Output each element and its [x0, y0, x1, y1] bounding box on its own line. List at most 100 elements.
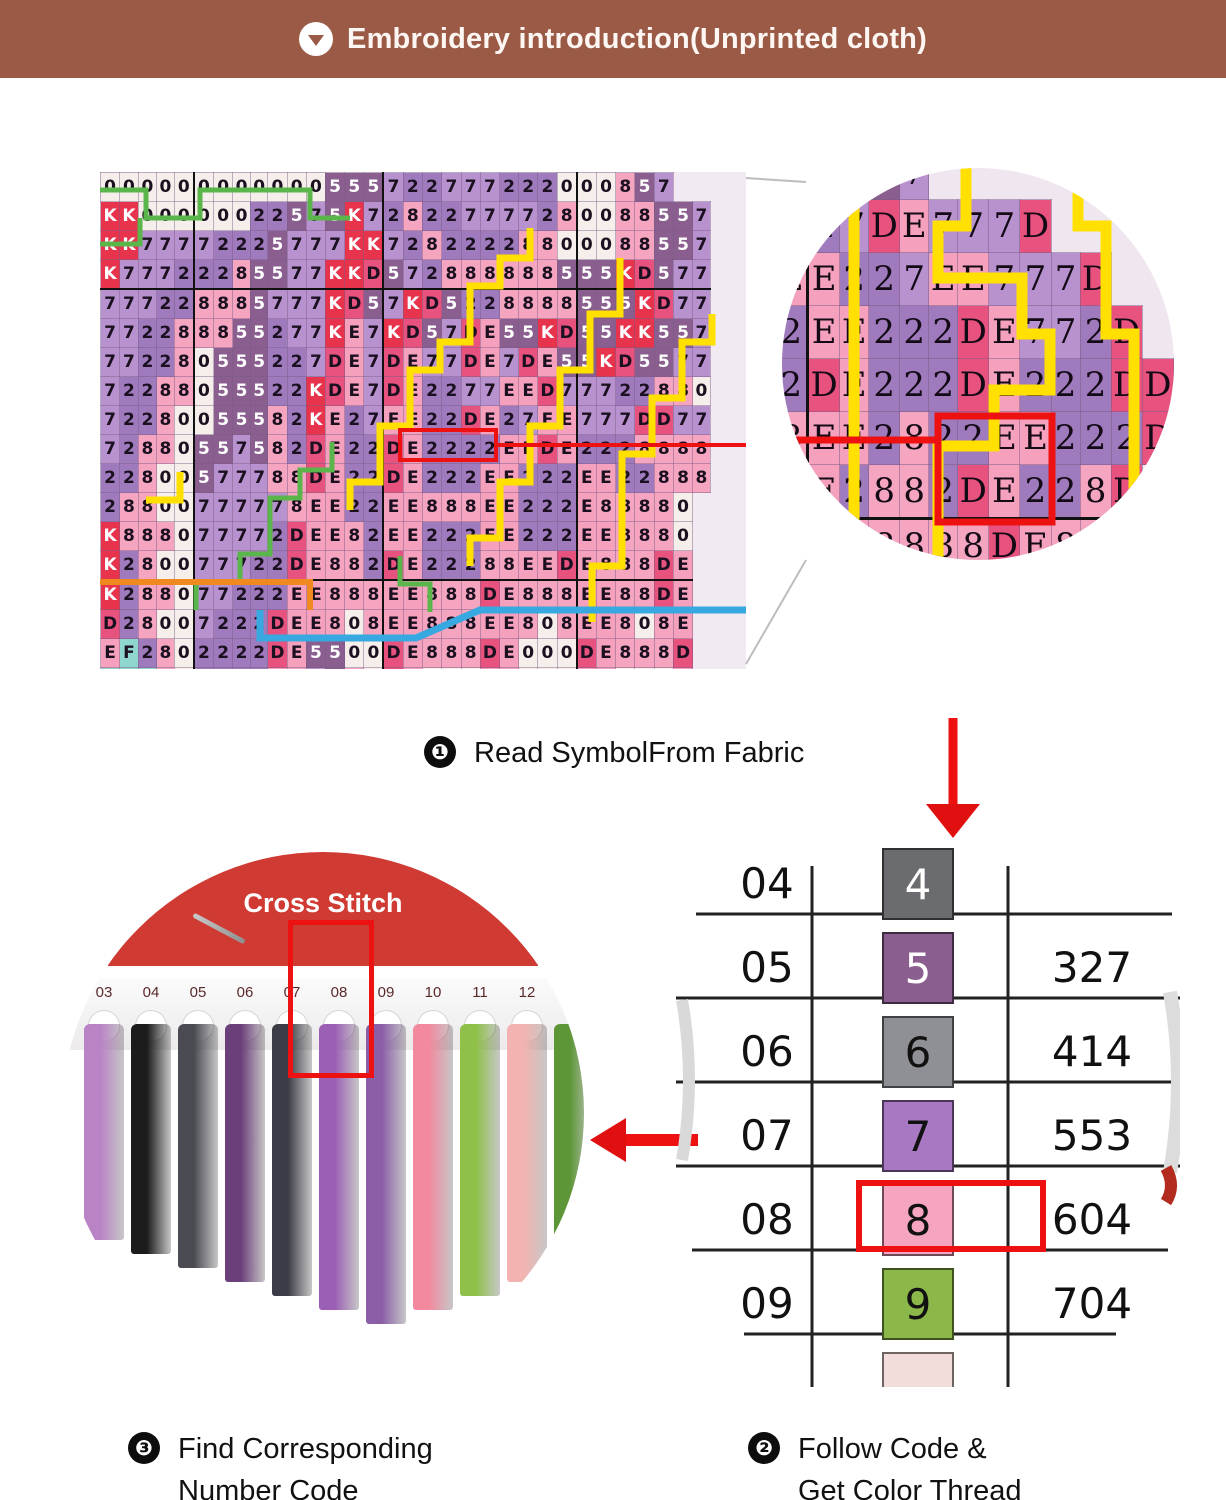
fabric-cell: 5	[575, 318, 597, 348]
fabric-cell: 7	[382, 288, 404, 319]
fabric-cell: D	[653, 579, 674, 610]
magnifier-cell: 2	[1050, 358, 1081, 412]
fabric-cell: 8	[615, 521, 636, 551]
fabric-cell: E	[556, 434, 578, 464]
fabric-cell: E	[402, 463, 423, 493]
code-table-row[interactable]: 05 5 327	[672, 926, 1180, 1010]
code-table-row[interactable]: 04 4	[672, 842, 1180, 926]
fabric-cell: 8	[441, 492, 462, 522]
fabric-cell: D	[537, 376, 558, 406]
fabric-cell: 0	[249, 172, 269, 202]
fabric-cell: 5	[595, 259, 617, 290]
fabric-cell: E	[595, 667, 617, 669]
fabric-cell: D	[615, 347, 636, 377]
fabric-cell: 5	[421, 318, 443, 348]
fabric-cell: 7	[192, 230, 215, 260]
fabric-cell: E	[595, 609, 617, 639]
fabric-cell: 8	[615, 579, 636, 610]
fabric-cell: 7	[286, 288, 307, 319]
fabric-cell: E	[479, 667, 501, 669]
magnifier-cell: E	[988, 464, 1021, 519]
fabric-cell: 7	[119, 347, 139, 377]
fabric-cell: 7	[595, 405, 617, 435]
code-table-dmc: 414	[1051, 1027, 1133, 1076]
fabric-cell: 2	[213, 638, 234, 668]
fabric-cell: 5	[305, 638, 326, 668]
fabric-cell: 0	[192, 172, 215, 202]
code-table-symbol-swatch: 4	[882, 848, 954, 920]
magnifier-cell: 2	[868, 252, 901, 306]
fabric-cell: 5	[249, 288, 269, 319]
fabric-cell: 7	[402, 259, 423, 290]
fabric-cell: 5	[653, 201, 674, 231]
fabric-cell: E	[479, 318, 501, 348]
fabric-cell: 2	[137, 376, 158, 406]
code-table-row[interactable]: 08 8 604	[672, 1178, 1180, 1262]
fabric-cell: 7	[692, 230, 711, 260]
header-bar: Embroidery introduction(Unprinted cloth)	[0, 0, 1226, 78]
fabric-cell: 8	[137, 492, 158, 522]
fabric-cell: 2	[192, 638, 215, 668]
fabric-cell: 7	[518, 201, 539, 231]
code-table-row[interactable]: 06 6 414	[672, 1010, 1180, 1094]
fabric-cell: 8	[192, 288, 215, 319]
fabric-cell: 2	[575, 434, 597, 464]
magnifier-cell: D	[806, 168, 841, 200]
fabric-cell: 7	[232, 521, 251, 551]
step-3-label: Find Corresponding Number Code	[178, 1433, 433, 1500]
fabric-cell: K	[324, 259, 346, 290]
fabric-cell: 8	[156, 667, 175, 669]
fabric-cell: 8	[653, 376, 674, 406]
fabric-cell: 0	[363, 667, 384, 669]
fabric-cell: 5	[653, 347, 674, 377]
fabric-cell: 5	[286, 201, 307, 231]
fabric-cell: 2	[460, 550, 481, 581]
magnifier-cell: 7	[1019, 252, 1052, 306]
fabric-cell: 0	[213, 201, 234, 231]
fabric-cell: 2	[173, 288, 195, 319]
fabric-cell: 2	[363, 434, 384, 464]
fabric-cell: D	[537, 434, 558, 464]
fabric-cell: 5	[249, 347, 269, 377]
fabric-cell: 5	[249, 259, 269, 290]
fabric-cell: 8	[156, 434, 175, 464]
fabric-cell: 8	[537, 230, 558, 260]
fabric-cell: 0	[595, 172, 617, 202]
fabric-cell: 7	[692, 318, 711, 348]
fabric-cell: 7	[137, 259, 158, 290]
magnifier-cell: 8	[1079, 517, 1112, 560]
fabric-cell: 8	[556, 201, 578, 231]
fabric-cell: D	[634, 259, 655, 290]
magnifier-cell: 8	[899, 464, 930, 519]
magnifier-cell: E	[988, 358, 1021, 412]
fabric-cell: 7	[499, 201, 520, 231]
magnifier-cell: E	[957, 252, 990, 306]
magnifier-cell: D	[1110, 464, 1143, 519]
fabric-cell: K	[615, 318, 636, 348]
code-table-row[interactable]: 07 7 553	[672, 1094, 1180, 1178]
fabric-cell: F	[137, 667, 158, 669]
code-table-row[interactable]: 09 9 704	[672, 1262, 1180, 1346]
fabric-cell: 8	[267, 405, 288, 435]
fabric-cell: 2	[286, 376, 307, 406]
fabric-cell: 7	[232, 550, 251, 581]
magnifier-cell: 2	[868, 411, 901, 465]
fabric-cell: 0	[173, 172, 195, 202]
fabric-cell: 7	[213, 521, 234, 551]
fabric-cell: 5	[518, 318, 539, 348]
code-table-row[interactable]	[672, 1346, 1180, 1387]
fabric-cell: 7	[441, 172, 462, 202]
magnifier-cell: D	[1019, 199, 1052, 253]
fabric-cell: E	[595, 463, 617, 493]
code-table-symbol-swatch: 5	[882, 932, 954, 1004]
magnifier-cell: E	[806, 517, 841, 560]
fabric-cell: E	[402, 579, 423, 610]
fabric-cell: 0	[615, 667, 636, 669]
fabric-cell: 0	[595, 201, 617, 231]
step-2-caption: ❷ Follow Code & Get Color Thread	[748, 1428, 1022, 1500]
fabric-cell: E	[479, 347, 501, 377]
magnifier-cell: 2	[1019, 464, 1052, 519]
fabric-cell: K	[615, 259, 636, 290]
fabric-cell: E	[479, 609, 501, 639]
